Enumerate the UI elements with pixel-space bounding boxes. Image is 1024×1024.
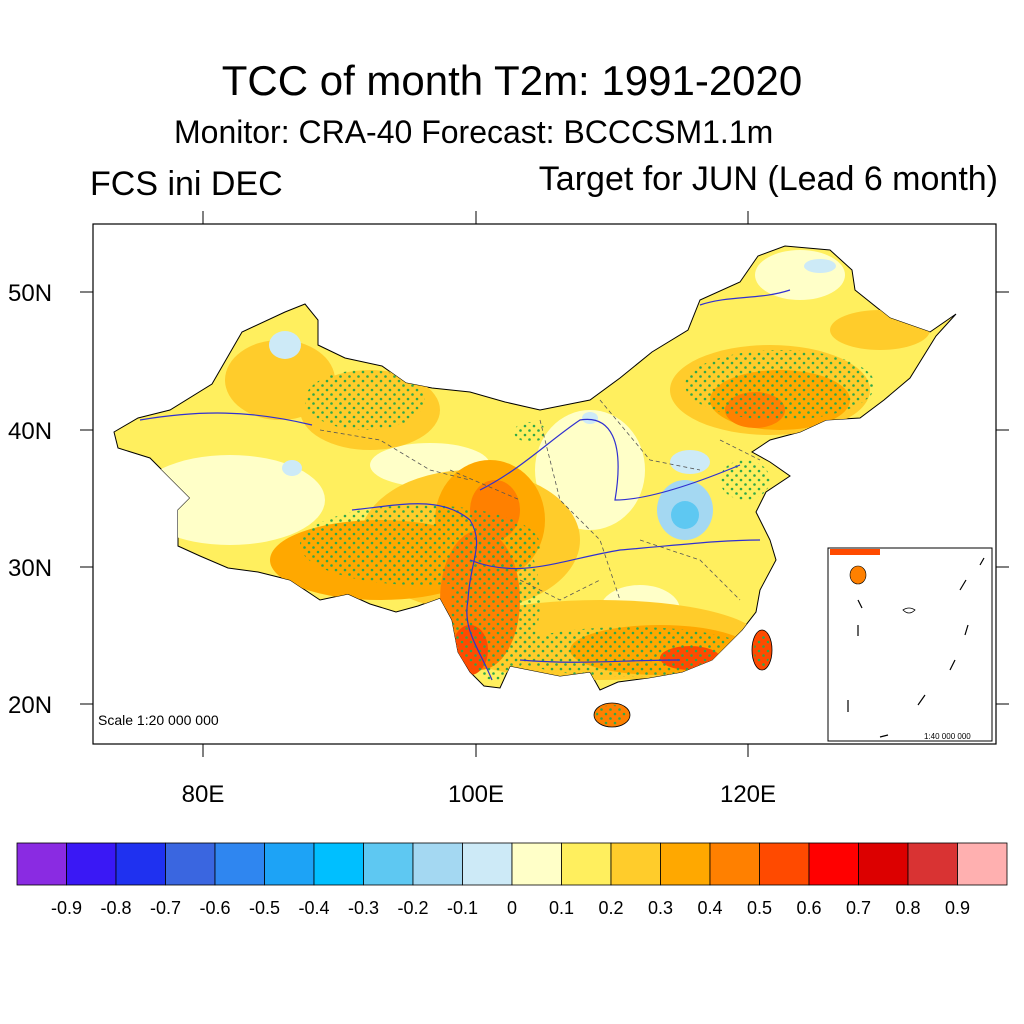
colorbar-swatch	[610, 842, 661, 886]
axis-labels: 50N 40N 30N 20N 80E 100E 120E	[8, 280, 776, 808]
colorbar-label: -0.1	[447, 898, 478, 918]
plot-title: TCC of month T2m: 1991-2020	[221, 57, 803, 104]
inset-map: 1:40 000 000	[827, 547, 993, 742]
colorbar-swatch	[808, 842, 859, 886]
colorbar-label: -0.3	[348, 898, 379, 918]
colorbar-swatch	[709, 842, 760, 886]
colorbar-swatch	[907, 842, 958, 886]
colorbar-label: 0.2	[598, 898, 623, 918]
colorbar-label: -0.9	[51, 898, 82, 918]
lon-label-80e: 80E	[182, 781, 225, 808]
colorbar-label: 0.6	[796, 898, 821, 918]
colorbar-swatch	[759, 842, 810, 886]
lat-label-40n: 40N	[8, 418, 52, 445]
colorbar-swatch	[561, 842, 612, 886]
colorbar-label: 0.8	[895, 898, 920, 918]
colorbar-swatch	[858, 842, 909, 886]
colorbar-swatch	[214, 842, 265, 886]
lat-label-50n: 50N	[8, 280, 52, 307]
colorbar-label: -0.7	[150, 898, 181, 918]
colorbar-swatch	[412, 842, 463, 886]
lon-label-120e: 120E	[720, 781, 776, 808]
colorbar-swatch	[165, 842, 216, 886]
colorbar-label: -0.2	[397, 898, 428, 918]
lon-label-100e: 100E	[448, 781, 504, 808]
colorbar-label: -0.8	[100, 898, 131, 918]
colorbar-label: 0.3	[648, 898, 673, 918]
target-label: Target for JUN (Lead 6 month)	[538, 160, 998, 198]
plot-subtitle: Monitor: CRA-40 Forecast: BCCCSM1.1m	[174, 114, 774, 150]
colorbar-swatch	[511, 842, 562, 886]
axis-ticks	[80, 211, 1009, 757]
inset-scale-label: 1:40 000 000	[924, 732, 971, 741]
colorbar: -0.9 -0.8 -0.7 -0.6 -0.5 -0.4 -0.3 -0.2 -0.1 0 0.1…	[16, 842, 1008, 918]
colorbar-swatch	[660, 842, 711, 886]
colorbar-swatch	[264, 842, 315, 886]
forecast-init-label: FCS ini DEC	[90, 165, 283, 203]
colorbar-label: -0.5	[249, 898, 280, 918]
colorbar-label: -0.4	[298, 898, 329, 918]
china-field	[113, 245, 957, 728]
colorbar-label: 0.5	[747, 898, 772, 918]
colorbar-label: -0.6	[199, 898, 230, 918]
colorbar-swatch	[363, 842, 414, 886]
colorbar-label: 0.7	[846, 898, 871, 918]
colorbar-swatch	[957, 842, 1008, 886]
colorbar-swatch	[115, 842, 166, 886]
colorbar-swatch	[313, 842, 364, 886]
colorbar-label: 0.4	[697, 898, 722, 918]
lat-label-30n: 30N	[8, 555, 52, 582]
colorbar-swatch	[462, 842, 513, 886]
colorbar-label: 0	[507, 898, 517, 918]
colorbar-swatch	[66, 842, 117, 886]
colorbar-swatch	[16, 842, 67, 886]
colorbar-label: 0.1	[549, 898, 574, 918]
lat-label-20n: 20N	[8, 692, 52, 719]
colorbar-label: 0.9	[945, 898, 970, 918]
scale-label: Scale 1:20 000 000	[98, 712, 219, 728]
